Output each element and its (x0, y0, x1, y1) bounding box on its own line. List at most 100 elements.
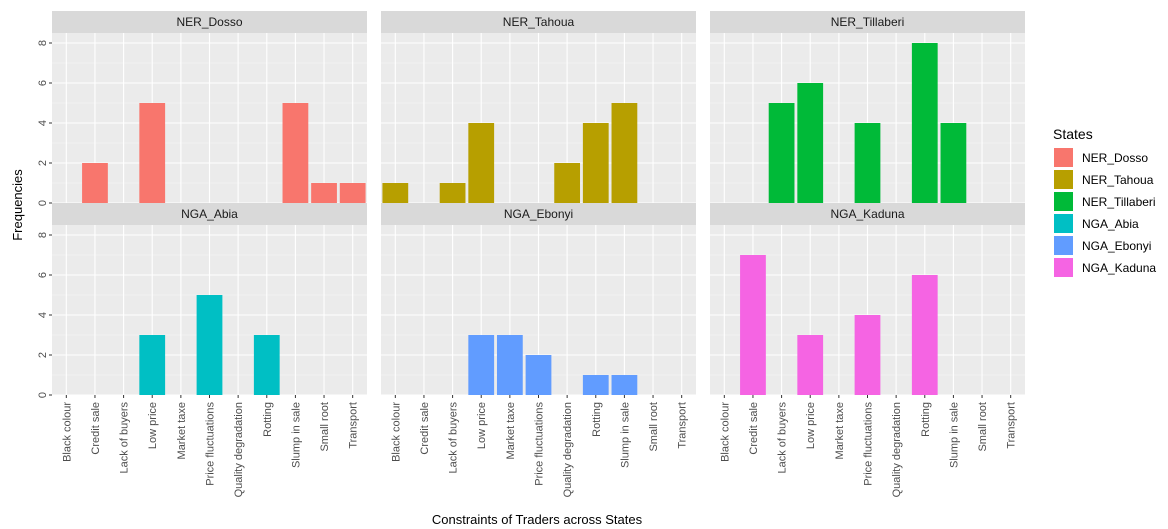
legend-label-nga-kaduna: NGA_Kaduna (1082, 261, 1156, 275)
legend-label-nga-ebonyi: NGA_Ebonyi (1082, 239, 1151, 253)
legend-swatch-ner-tillaberi (1054, 192, 1073, 211)
x-tick-label-rotting: Rotting (591, 402, 603, 437)
y-tick-label: 6 (37, 80, 49, 86)
legend-label-nga-abia: NGA_Abia (1082, 217, 1139, 231)
y-tick-label: 8 (37, 232, 49, 238)
x-tick-label-black-colour: Black colour (390, 402, 402, 462)
strip-label-nga-abia: NGA_Abia (181, 207, 238, 221)
strip-label-ner-tillaberi: NER_Tillaberi (831, 15, 905, 29)
bar-nga-ebonyi-market-taxe (496, 335, 523, 395)
x-tick-label-price-fluctuations: Price fluctuations (205, 402, 217, 486)
x-tick-label-price-fluctuations: Price fluctuations (534, 402, 546, 486)
x-tick-label-market-taxe: Market taxe (834, 402, 846, 459)
bar-nga-abia-low-price (139, 335, 166, 395)
x-tick-label-small-root: Small root (977, 402, 989, 452)
bar-ner-tahoua-quality-degradation (554, 163, 581, 203)
y-tick-label: 2 (37, 352, 49, 358)
bar-nga-ebonyi-low-price (468, 335, 495, 395)
x-tick-labels: Black colour Credit sale Lack of buyers Low… (61, 395, 1018, 497)
legend-swatch-nga-kaduna (1054, 258, 1073, 277)
y-tick-label: 6 (37, 272, 49, 278)
strip-label-ner-dosso: NER_Dosso (176, 15, 242, 29)
bar-ner-tillaberi-lack-of-buyers (768, 103, 795, 203)
panel-nga-ebonyi: NGA_Ebonyi (381, 203, 696, 396)
x-tick-label-transport: Transport (1006, 402, 1018, 449)
strip-label-ner-tahoua: NER_Tahoua (503, 15, 575, 29)
x-tick-label-low-price: Low price (476, 402, 488, 449)
legend-label-ner-tahoua: NER_Tahoua (1082, 173, 1154, 187)
bar-ner-dosso-transport (339, 183, 366, 203)
legend-label-ner-tillaberi: NER_Tillaberi (1082, 195, 1156, 209)
strip-ner-dosso (52, 11, 367, 33)
x-tick-label-small-root: Small root (319, 402, 331, 452)
y-axis-title: Frequencies (10, 169, 25, 241)
bar-ner-dosso-slump-in-sale (282, 103, 309, 203)
strip-nga-abia (52, 203, 367, 225)
bar-nga-ebonyi-slump-in-sale (611, 375, 638, 395)
bar-ner-tahoua-slump-in-sale (611, 103, 638, 203)
x-tick-label-black-colour: Black colour (719, 402, 731, 462)
x-tick-label-credit-sale: Credit sale (419, 402, 431, 455)
x-tick-label-slump-in-sale: Slump in sale (619, 402, 631, 468)
x-tick-label-credit-sale: Credit sale (90, 402, 102, 455)
bar-ner-dosso-small-root (311, 183, 337, 203)
legend-swatch-nga-abia (1054, 214, 1073, 233)
x-tick-label-price-fluctuations: Price fluctuations (863, 402, 875, 486)
x-tick-label-rotting: Rotting (920, 402, 932, 437)
x-tick-label-quality-degradation: Quality degradation (233, 402, 245, 497)
x-tick-label-rotting: Rotting (262, 402, 274, 437)
bar-nga-kaduna-low-price (797, 335, 824, 395)
x-tick-label-black-colour: Black colour (61, 402, 73, 462)
bar-ner-tillaberi-low-price (797, 83, 824, 203)
bar-ner-tillaberi-rotting (911, 43, 938, 203)
strip-label-nga-kaduna: NGA_Kaduna (830, 207, 904, 221)
bar-nga-abia-rotting (253, 335, 280, 395)
bar-ner-dosso-credit-sale (82, 163, 108, 203)
x-tick-label-market-taxe: Market taxe (505, 402, 517, 459)
bar-nga-ebonyi-rotting (582, 375, 609, 395)
x-tick-label-slump-in-sale: Slump in sale (948, 402, 960, 468)
legend-swatch-ner-dosso (1054, 148, 1073, 167)
bar-nga-kaduna-price-fluctuations (854, 315, 881, 395)
bar-nga-ebonyi-price-fluctuations (525, 355, 552, 395)
y-tick-label: 8 (37, 40, 49, 46)
x-tick-label-lack-of-buyers: Lack of buyers (448, 402, 460, 474)
y-tick-label: 4 (37, 120, 49, 126)
legend-swatch-ner-tahoua (1054, 170, 1073, 189)
y-tick-label: 0 (37, 200, 49, 206)
panel-nga-kaduna: NGA_Kaduna (710, 203, 1025, 396)
x-tick-label-transport: Transport (677, 402, 689, 449)
legend-swatch-nga-ebonyi (1054, 236, 1073, 255)
legend-title: States (1053, 126, 1093, 142)
x-tick-label-quality-degradation: Quality degradation (891, 402, 903, 497)
y-tick-label: 2 (37, 160, 49, 166)
x-axis-title: Constraints of Traders across States (432, 512, 643, 527)
strip-ner-tahoua (381, 11, 696, 33)
panel-ner-tillaberi: NER_Tillaberi (710, 11, 1025, 204)
strip-label-nga-ebonyi: NGA_Ebonyi (504, 207, 573, 221)
x-tick-label-credit-sale: Credit sale (748, 402, 760, 455)
bar-ner-tahoua-low-price (468, 123, 495, 203)
panel-ner-tahoua: NER_Tahoua (381, 11, 696, 204)
bar-nga-kaduna-rotting (911, 275, 938, 395)
bar-ner-tahoua-lack-of-buyers (439, 183, 466, 203)
x-tick-label-slump-in-sale: Slump in sale (290, 402, 302, 468)
bar-nga-kaduna-credit-sale (740, 255, 766, 395)
bar-ner-tahoua-black-colour (382, 183, 409, 203)
bar-nga-abia-price-fluctuations (196, 295, 223, 395)
bar-ner-tillaberi-price-fluctuations (854, 123, 881, 203)
legend: States NER_Dosso NER_Tahoua NER_Tillaberi N… (1053, 126, 1156, 277)
strip-nga-ebonyi (381, 203, 696, 225)
x-tick-label-low-price: Low price (147, 402, 159, 449)
x-tick-label-small-root: Small root (648, 402, 660, 452)
x-tick-label-transport: Transport (348, 402, 360, 449)
y-tick-label: 0 (37, 392, 49, 398)
panels-group: NER_Dosso 0 2 4 6 8 NER_Tahoua NER_Tillaberi NGA… (37, 11, 1025, 398)
x-tick-label-lack-of-buyers: Lack of buyers (119, 402, 131, 474)
y-tick-label: 4 (37, 312, 49, 318)
panel-ner-dosso: NER_Dosso 0 2 4 6 8 (37, 11, 367, 206)
x-tick-label-lack-of-buyers: Lack of buyers (777, 402, 789, 474)
x-tick-label-quality-degradation: Quality degradation (562, 402, 574, 497)
x-tick-label-market-taxe: Market taxe (176, 402, 188, 459)
